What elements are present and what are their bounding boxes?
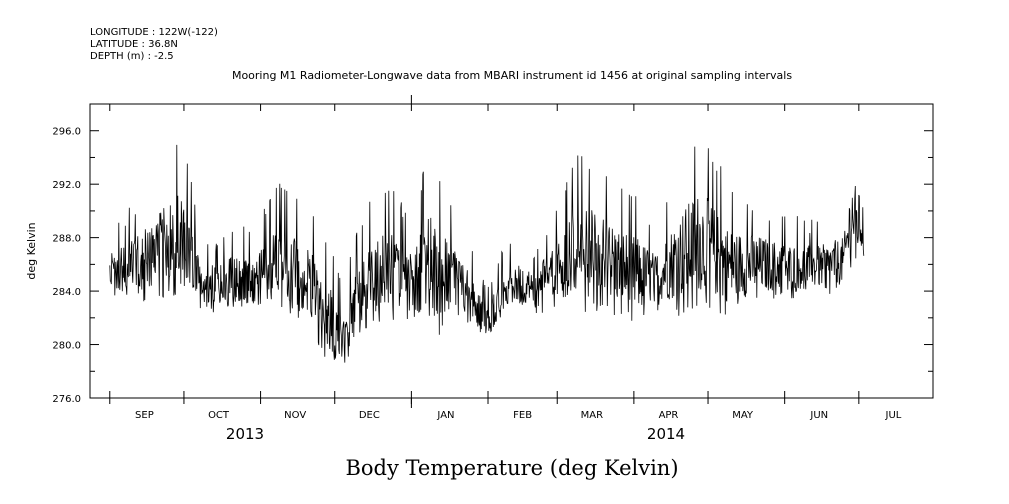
latitude-label: LATITUDE : 36.8N bbox=[90, 39, 178, 50]
x-tick-label: NOV bbox=[284, 410, 306, 421]
x-tick-label: MAR bbox=[581, 410, 603, 421]
x-axis: SEP OCT NOV DEC JAN FEB MAR APR MAY JUN JUL bbox=[109, 95, 902, 421]
y-axis: 276.0 280.0 284.0 288.0 292.0 296.0 bbox=[52, 103, 933, 405]
chart-title: Mooring M1 Radiometer-Longwave data from… bbox=[232, 69, 792, 82]
plot-border bbox=[89, 103, 934, 399]
year-label-2014: 2014 bbox=[647, 425, 685, 443]
longitude-label: LONGITUDE : 122W(-122) bbox=[90, 27, 218, 38]
y-tick-label: 292.0 bbox=[52, 180, 81, 191]
x-axis-label: Body Temperature (deg Kelvin) bbox=[345, 456, 678, 480]
x-tick-label: APR bbox=[659, 410, 679, 421]
data-line bbox=[109, 144, 865, 363]
y-tick-label: 284.0 bbox=[52, 287, 81, 298]
x-tick-label: JAN bbox=[436, 410, 454, 421]
x-tick-label: JUN bbox=[809, 410, 828, 421]
depth-label: DEPTH (m) : -2.5 bbox=[90, 51, 174, 62]
year-label-2013: 2013 bbox=[226, 425, 264, 443]
y-tick-label: 288.0 bbox=[52, 234, 81, 245]
data-series bbox=[109, 144, 865, 363]
x-tick-label: JUL bbox=[885, 410, 902, 421]
plot-frame bbox=[89, 103, 934, 399]
x-tick-label: MAY bbox=[732, 410, 754, 421]
x-tick-label: SEP bbox=[135, 410, 154, 421]
y-tick-label: 296.0 bbox=[52, 127, 81, 138]
x-tick-label: FEB bbox=[513, 410, 532, 421]
y-tick-label: 276.0 bbox=[52, 394, 81, 405]
x-tick-label: OCT bbox=[208, 410, 230, 421]
y-axis-label: deg Kelvin bbox=[25, 222, 38, 279]
x-tick-label: DEC bbox=[359, 410, 380, 421]
y-tick-label: 280.0 bbox=[52, 341, 81, 352]
